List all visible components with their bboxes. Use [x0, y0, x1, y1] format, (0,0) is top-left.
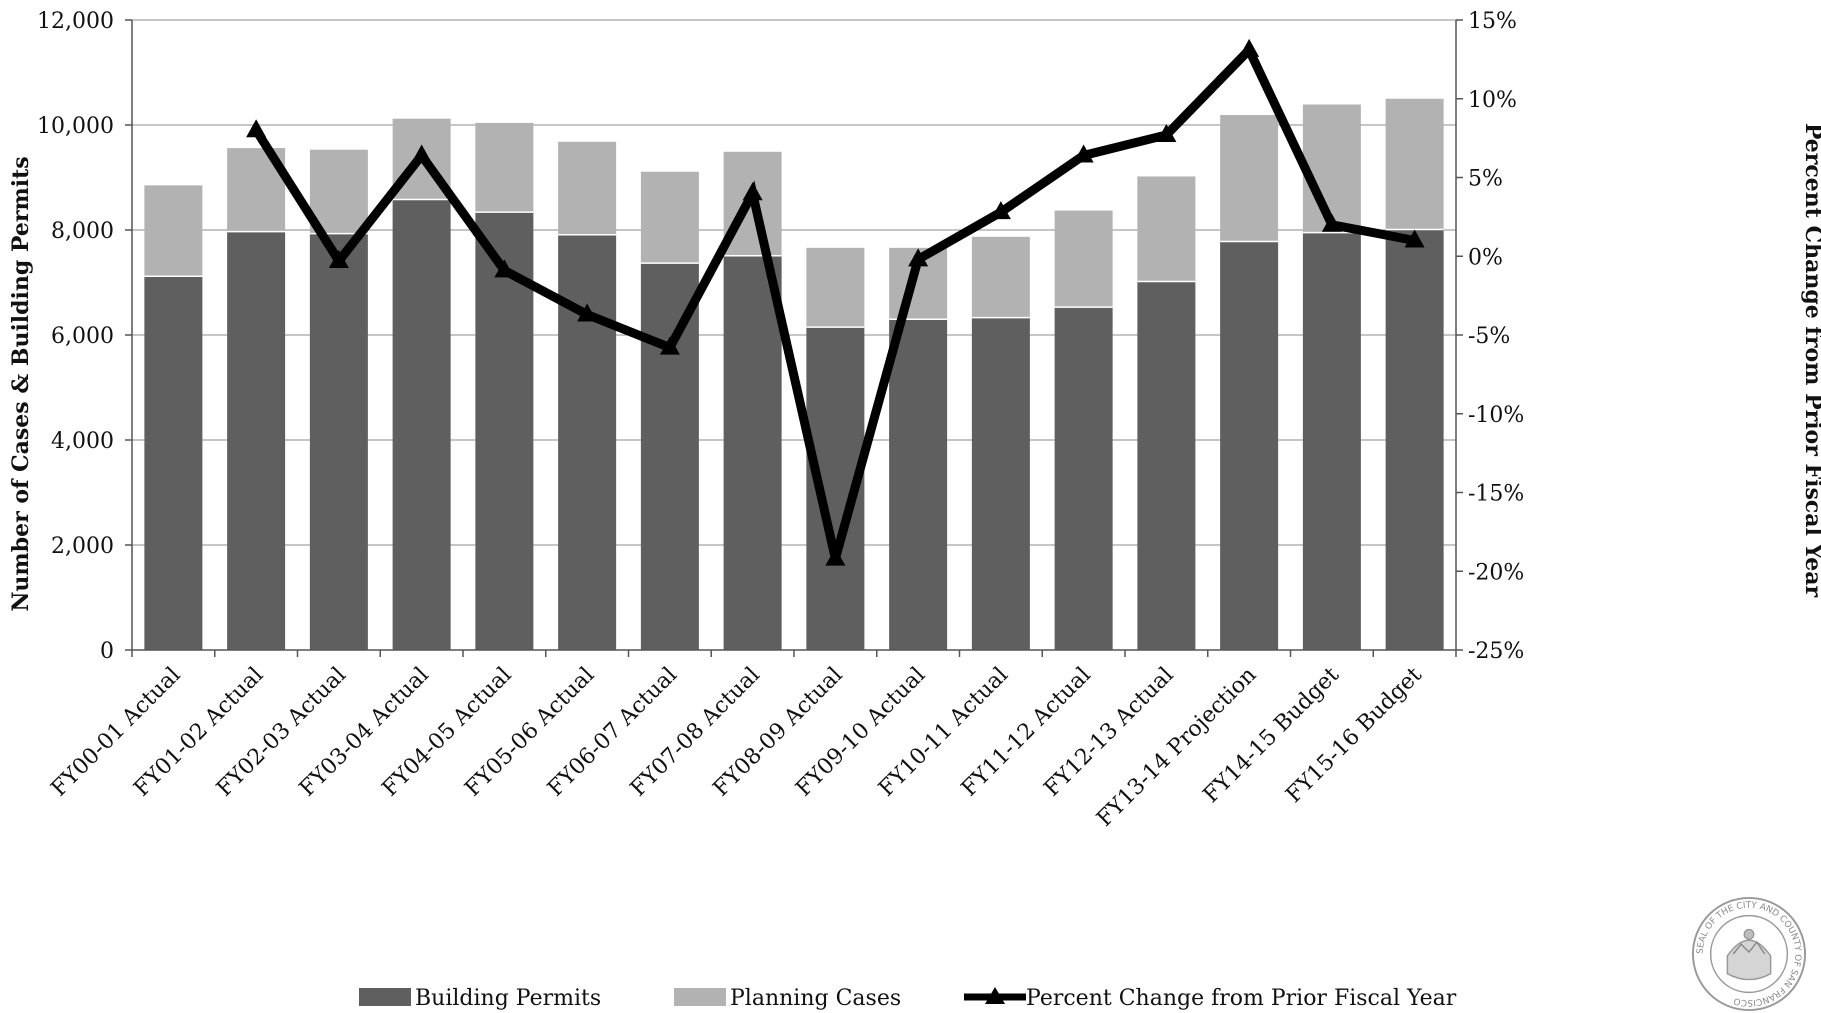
left-axis-tick-labels: 0 2,000 4,000 6,000 8,000 10,000 12,000 [37, 9, 114, 664]
percent-change-marker [742, 182, 763, 201]
bar-building-permits [1385, 229, 1444, 650]
right-axis-tick-label: 5% [1468, 167, 1503, 192]
percent-change-marker [577, 303, 598, 322]
bar-building-permits [392, 199, 451, 651]
bar-building-permits [1137, 281, 1196, 650]
right-axis-tick-label: -25% [1468, 639, 1524, 664]
bar-planning-cases [1054, 210, 1113, 308]
bars [144, 98, 1444, 651]
right-axis-tick-label: 10% [1468, 88, 1517, 113]
bar-planning-cases [1220, 115, 1279, 242]
percent-change-marker [659, 336, 680, 355]
left-axis-tick-label: 0 [100, 639, 114, 664]
percent-change-marker [1404, 229, 1425, 248]
left-axis-tick-label: 6,000 [51, 324, 114, 349]
right-axis-tick-label: -15% [1468, 482, 1524, 507]
percent-change-marker [494, 259, 515, 278]
legend-swatch-percent-change-marker [985, 987, 1005, 1004]
left-axis-tick-label: 8,000 [51, 219, 114, 244]
bar-planning-cases [309, 149, 368, 234]
bar-building-permits [640, 263, 699, 650]
percent-change-marker [411, 144, 432, 163]
bar-planning-cases [144, 185, 203, 277]
bar-planning-cases [640, 171, 699, 264]
right-axis-tick-label: 15% [1468, 9, 1517, 34]
x-axis-tick-label: FY13-14 Projection [1092, 663, 1261, 832]
bar-planning-cases [1385, 98, 1444, 230]
legend-swatch-planning-cases [674, 988, 726, 1006]
percent-change-marker [825, 547, 846, 566]
bar-building-permits [309, 233, 368, 651]
left-axis-tick-label: 4,000 [51, 429, 114, 454]
bar-building-permits [723, 255, 782, 650]
percent-change-marker [1321, 213, 1342, 232]
percent-change-marker [246, 119, 267, 138]
percent-change-marker [1239, 38, 1260, 57]
right-axis-title: Percent Change from Prior Fiscal Year [1800, 123, 1821, 598]
bar-planning-cases [806, 247, 865, 328]
right-axis-tick-label: -10% [1468, 403, 1524, 428]
percent-change-marker [328, 249, 349, 268]
right-axis-tick-label: -5% [1468, 324, 1510, 349]
right-axis-tick-label: -20% [1468, 560, 1524, 585]
right-axis-tick-label: 0% [1468, 245, 1503, 270]
city-seal-icon: SEAL OF THE CITY AND COUNTY OF SAN FRANC… [1691, 896, 1807, 1012]
legend-swatch-building-permits [359, 988, 411, 1006]
legend-label-planning-cases: Planning Cases [730, 986, 901, 1011]
legend-label-percent-change: Percent Change from Prior Fiscal Year [1026, 986, 1457, 1011]
percent-change-marker [1073, 144, 1094, 163]
bar-planning-cases [558, 141, 617, 235]
percent-change-marker [1156, 123, 1177, 142]
bar-building-permits [971, 317, 1030, 650]
bar-building-permits [144, 276, 203, 650]
axes [125, 19, 1463, 657]
percent-change-marker [908, 248, 929, 267]
bar-building-permits [1054, 307, 1113, 650]
x-axis-tick-label: FY15-16 Budget [1282, 662, 1427, 807]
bar-building-permits [1220, 241, 1279, 651]
bar-building-permits [1302, 232, 1361, 650]
legend-label-building-permits: Building Permits [415, 986, 601, 1011]
bar-building-permits [558, 234, 617, 650]
left-axis-title: Number of Cases & Building Permits [8, 156, 34, 611]
left-axis-tick-label: 2,000 [51, 534, 114, 559]
right-axis-tick-labels: -25% -20% -15% -10% -5% 0% 5% 10% 15% [1468, 9, 1524, 664]
bar-planning-cases [1302, 104, 1361, 233]
percent-change-line [246, 38, 1425, 566]
left-axis-tick-label: 10,000 [37, 114, 114, 139]
legend: Building Permits Planning Cases Percent … [359, 986, 1457, 1011]
bar-planning-cases [475, 122, 534, 213]
x-axis-tick-label: FY14-15 Budget [1199, 662, 1344, 807]
bar-building-permits [889, 319, 948, 650]
bar-building-permits [227, 231, 286, 650]
left-axis-tick-label: 12,000 [37, 9, 114, 34]
percent-change-marker [990, 201, 1011, 220]
bar-planning-cases [971, 236, 1030, 318]
bar-planning-cases [1137, 176, 1196, 282]
